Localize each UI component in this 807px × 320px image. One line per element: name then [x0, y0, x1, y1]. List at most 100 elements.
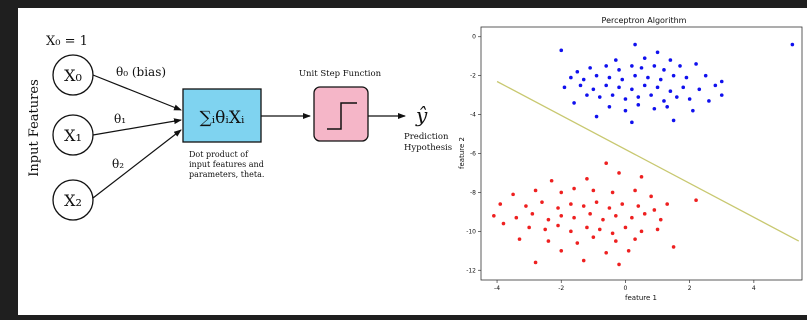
blue-data-point [713, 83, 718, 88]
red-data-point [591, 235, 596, 239]
blue-data-point [620, 77, 625, 82]
blue-data-point [623, 97, 628, 101]
blue-data-point [790, 42, 795, 47]
blue-data-point [607, 104, 612, 109]
output-caption: Prediction Hypothesis [404, 132, 452, 153]
input-node-x1: X₁ [52, 114, 94, 156]
blue-data-point [652, 106, 657, 111]
red-data-point [585, 225, 589, 230]
red-data-point [533, 188, 538, 193]
red-data-point [594, 200, 599, 204]
blue-data-point [607, 75, 612, 80]
blue-data-point [597, 95, 602, 99]
red-data-point [556, 223, 560, 228]
blue-data-point [588, 66, 592, 70]
red-data-point [514, 215, 519, 220]
figure-svg: X₀ = 1 Input Features X₀ X₁ X₂ θ₀ (bias)… [27, 16, 803, 302]
blue-data-point [617, 85, 621, 90]
blue-data-point [594, 73, 599, 78]
red-data-point [642, 212, 647, 216]
blue-data-point [578, 83, 583, 88]
summation-caption-line-1: Dot product of [189, 150, 249, 159]
blue-data-point [559, 48, 564, 53]
weight-edge-0 [92, 74, 182, 111]
figure-canvas: X₀ = 1 Input Features X₀ X₁ X₂ θ₀ (bias)… [18, 8, 807, 315]
red-data-point [511, 192, 515, 197]
blue-data-point [604, 64, 608, 68]
red-data-point [588, 212, 592, 216]
red-data-point [652, 208, 657, 212]
output-y-hat: ŷ [415, 103, 428, 127]
blue-data-point [646, 75, 650, 80]
y-axis-label: feature 2 [458, 137, 466, 169]
blue-data-point [655, 85, 660, 90]
red-data-point [546, 239, 551, 243]
red-data-point [524, 204, 528, 208]
red-data-point [581, 258, 586, 263]
red-data-point [604, 161, 608, 166]
blue-data-point [675, 95, 679, 99]
blue-data-point [610, 93, 615, 97]
blue-data-point [703, 73, 708, 78]
summation-caption-line-3: parameters, theta. [189, 170, 264, 179]
red-data-point [649, 194, 653, 199]
red-data-point [591, 188, 596, 193]
chart-title: Perceptron Algorithm [602, 16, 687, 25]
blue-data-point [630, 120, 634, 125]
y-tick-label: -4 [470, 112, 476, 119]
weight-label-theta0: θ₀ (bias) [116, 65, 166, 79]
blue-data-point [630, 87, 634, 92]
red-data-point [694, 198, 698, 203]
weight-edge-1 [92, 118, 182, 136]
red-data-point [630, 215, 634, 220]
plot-area [480, 26, 803, 281]
red-data-point [617, 171, 621, 175]
blue-data-point [684, 75, 689, 80]
red-data-point [581, 204, 586, 208]
y-tick-label: -8 [470, 189, 476, 196]
red-data-point [549, 178, 554, 183]
blue-data-point [614, 58, 618, 62]
red-data-point [601, 217, 605, 222]
output-caption-line-2: Hypothesis [404, 143, 452, 153]
red-data-point [585, 177, 589, 181]
blue-data-point [668, 89, 673, 94]
red-data-point [572, 215, 576, 220]
blue-data-point [630, 64, 634, 68]
y-tick-label: -6 [470, 151, 476, 158]
blue-data-point [662, 99, 666, 103]
blue-data-point [707, 99, 711, 103]
input-node-x0-label: X₀ [64, 66, 82, 85]
x-tick-label: 2 [688, 285, 692, 292]
red-data-point [626, 249, 631, 253]
output-caption-line-1: Prediction [404, 132, 449, 142]
red-data-point [543, 227, 547, 232]
blue-data-point [671, 118, 676, 123]
blue-data-point [719, 79, 724, 84]
red-data-point [655, 227, 660, 232]
red-data-point [633, 188, 637, 193]
blue-data-point [665, 104, 669, 109]
red-data-point [639, 175, 644, 179]
blue-data-point [636, 103, 641, 107]
red-data-point [614, 213, 618, 218]
blue-data-point [681, 85, 686, 90]
input-node-x1-label: X₁ [64, 126, 82, 145]
blue-data-point [668, 58, 673, 62]
red-data-point [604, 250, 608, 255]
x-tick-label: -2 [558, 285, 564, 292]
red-data-point [517, 237, 522, 241]
red-data-point [639, 229, 644, 234]
blue-data-point [652, 64, 657, 68]
red-data-point [501, 221, 506, 226]
input-features-label: Input Features [27, 79, 42, 177]
blue-data-point [594, 114, 599, 119]
red-data-point [658, 217, 663, 222]
red-data-point [569, 229, 573, 234]
blue-data-point [697, 87, 702, 92]
red-data-point [597, 227, 602, 232]
blue-data-point [691, 108, 695, 113]
red-data-point [610, 231, 615, 236]
blue-data-point [642, 56, 647, 60]
x-tick-label: -4 [494, 285, 500, 292]
